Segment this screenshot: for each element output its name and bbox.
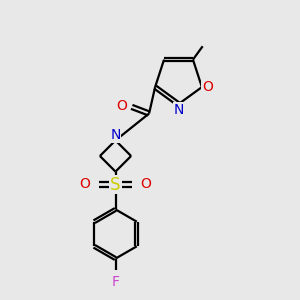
Text: N: N (173, 103, 184, 116)
Text: S: S (110, 176, 121, 194)
Text: F: F (112, 275, 119, 289)
Text: N: N (110, 128, 121, 142)
Text: O: O (202, 80, 213, 94)
Text: O: O (80, 178, 90, 191)
Text: O: O (116, 99, 127, 113)
Text: O: O (141, 178, 152, 191)
